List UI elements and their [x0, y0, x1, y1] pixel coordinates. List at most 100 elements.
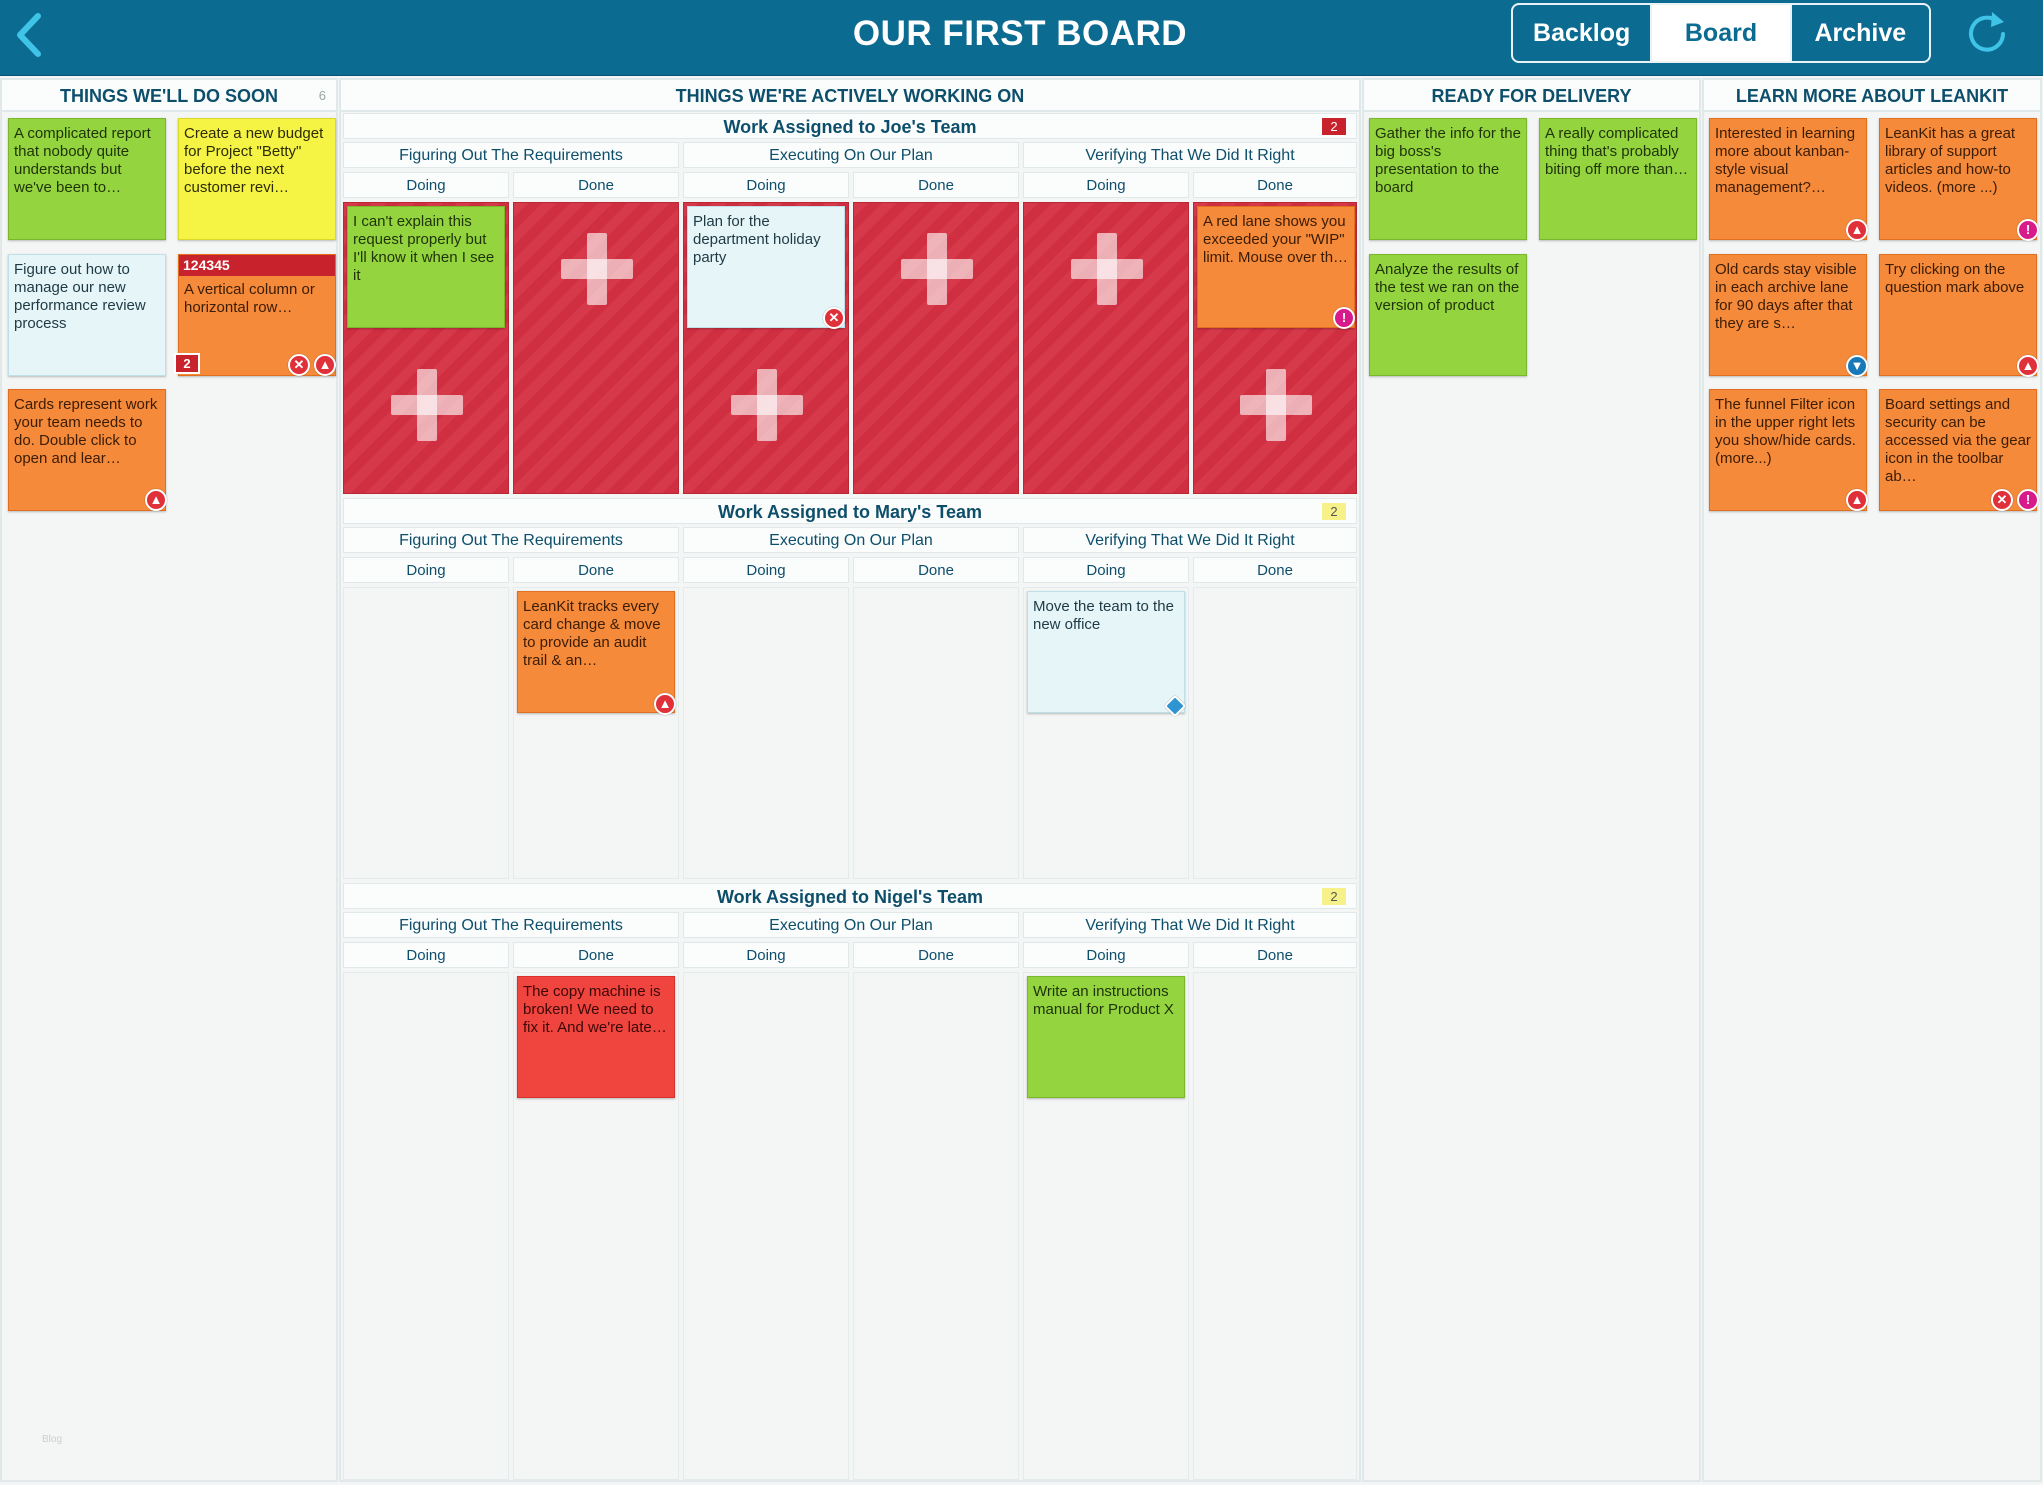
board-title: OUR FIRST BOARD: [852, 14, 1188, 53]
card-text: Analyze the results of the test we ran o…: [1375, 261, 1520, 314]
subcolumn-requirements: Figuring Out The Requirements: [343, 912, 679, 938]
lane-header-joe[interactable]: Work Assigned to Joe's Team 2: [343, 113, 1357, 139]
subcolumn-executing: Executing On Our Plan: [683, 142, 1019, 168]
add-card-button[interactable]: [901, 233, 973, 305]
priority-down-icon[interactable]: ▼: [1846, 355, 1868, 377]
card[interactable]: A red lane shows you exceeded your "WIP"…: [1197, 206, 1355, 328]
card[interactable]: Cards represent work your team needs to …: [8, 389, 166, 511]
close-icon[interactable]: ✕: [288, 354, 310, 376]
lane-cell[interactable]: [1193, 587, 1357, 879]
add-card-button[interactable]: [1240, 369, 1312, 441]
column-title: THINGS WE'LL DO SOON: [60, 86, 278, 106]
back-button[interactable]: [10, 10, 54, 60]
card-text: Gather the info for the big boss's prese…: [1375, 125, 1521, 196]
card[interactable]: Write an instructions manual for Product…: [1027, 976, 1185, 1098]
card[interactable]: Plan for the department holiday party: [687, 206, 845, 328]
column-header: THINGS WE'LL DO SOON 6: [2, 80, 336, 112]
card[interactable]: LeanKit has a great library of support a…: [1879, 118, 2037, 240]
priority-up-icon[interactable]: ▲: [314, 354, 336, 376]
card[interactable]: A complicated report that nobody quite u…: [8, 118, 166, 240]
card-text: A complicated report that nobody quite u…: [14, 125, 151, 196]
tab-backlog[interactable]: Backlog: [1533, 19, 1631, 47]
subcolumn-executing: Executing On Our Plan: [683, 527, 1019, 553]
card-text: LeanKit has a great library of support a…: [1885, 125, 2016, 196]
close-icon[interactable]: ✕: [1991, 489, 2013, 511]
card-text: A red lane shows you exceeded your "WIP"…: [1203, 213, 1349, 266]
leaf-doing: Doing: [683, 942, 849, 968]
lane-cell[interactable]: [1193, 972, 1357, 1480]
card-text: Write an instructions manual for Product…: [1033, 983, 1174, 1018]
wip-cell[interactable]: [1023, 202, 1189, 494]
card[interactable]: Try clicking on the question mark above: [1879, 254, 2037, 376]
tab-board[interactable]: Board: [1650, 5, 1790, 61]
lane-title: Work Assigned to Joe's Team: [723, 117, 977, 137]
lane-cell[interactable]: [683, 587, 849, 879]
card-text: LeanKit tracks every card change & move …: [523, 598, 661, 669]
card[interactable]: 124345 A vertical column or horizontal r…: [178, 254, 336, 376]
wip-cell[interactable]: [853, 202, 1019, 494]
tab-archive[interactable]: Archive: [1789, 5, 1929, 61]
view-switcher: Backlog Board Archive: [1511, 3, 1931, 63]
alert-icon[interactable]: !: [2017, 219, 2039, 241]
alert-icon[interactable]: !: [2017, 489, 2039, 511]
card-text: Create a new budget for Project "Betty" …: [184, 125, 324, 196]
lane-cell[interactable]: [343, 587, 509, 879]
card[interactable]: I can't explain this request properly bu…: [347, 206, 505, 328]
card[interactable]: Analyze the results of the test we ran o…: [1369, 254, 1527, 376]
add-card-button[interactable]: [561, 233, 633, 305]
column-header: READY FOR DELIVERY: [1364, 80, 1699, 112]
priority-up-icon[interactable]: ▲: [654, 693, 676, 715]
lane-cell[interactable]: [853, 972, 1019, 1480]
card-text: Old cards stay visible in each archive l…: [1715, 261, 1857, 332]
chevron-left-icon: [17, 13, 41, 57]
leaf-done: Done: [1193, 172, 1357, 198]
lane-header-nigel[interactable]: Work Assigned to Nigel's Team 2: [343, 883, 1357, 909]
subcolumn-requirements: Figuring Out The Requirements: [343, 142, 679, 168]
card[interactable]: Interested in learning more about kanban…: [1709, 118, 1867, 240]
leaf-doing: Doing: [1023, 942, 1189, 968]
card[interactable]: Board settings and security can be acces…: [1879, 389, 2037, 511]
priority-up-icon[interactable]: ▲: [145, 489, 167, 511]
leaf-done: Done: [1193, 557, 1357, 583]
priority-up-icon[interactable]: ▲: [1846, 219, 1868, 241]
wip-cell[interactable]: [513, 202, 679, 494]
add-card-button[interactable]: [1071, 233, 1143, 305]
column-active: THINGS WE'RE ACTIVELY WORKING ON Work As…: [339, 78, 1361, 1482]
leaf-done: Done: [513, 172, 679, 198]
column-learn: LEARN MORE ABOUT LEANKIT Interested in l…: [1702, 78, 2042, 1482]
leaf-done: Done: [853, 172, 1019, 198]
card-text: Board settings and security can be acces…: [1885, 396, 2031, 485]
leaf-done: Done: [853, 557, 1019, 583]
lane-title: Work Assigned to Mary's Team: [717, 502, 982, 522]
lane-cell[interactable]: [853, 587, 1019, 879]
lane-header-mary[interactable]: Work Assigned to Mary's Team 2: [343, 498, 1357, 524]
leaf-doing: Doing: [343, 557, 509, 583]
alert-icon[interactable]: !: [1333, 307, 1355, 329]
priority-up-icon[interactable]: ▲: [1846, 489, 1868, 511]
card[interactable]: The funnel Filter icon in the upper righ…: [1709, 389, 1867, 511]
card[interactable]: LeanKit tracks every card change & move …: [517, 591, 675, 713]
card[interactable]: Move the team to the new office: [1027, 591, 1185, 713]
card[interactable]: Figure out how to manage our new perform…: [8, 254, 166, 376]
leaf-done: Done: [1193, 942, 1357, 968]
card[interactable]: A really complicated thing that's probab…: [1539, 118, 1697, 240]
add-card-button[interactable]: [731, 369, 803, 441]
lane-cell[interactable]: [683, 972, 849, 1480]
add-card-button[interactable]: [391, 369, 463, 441]
wip-count-badge: 2: [1322, 118, 1346, 135]
subcolumn-verifying: Verifying That We Did It Right: [1023, 142, 1357, 168]
card-count: 6: [318, 88, 326, 103]
card-text: Try clicking on the question mark above: [1885, 261, 2025, 296]
card[interactable]: Create a new budget for Project "Betty" …: [178, 118, 336, 240]
card[interactable]: Old cards stay visible in each archive l…: [1709, 254, 1867, 376]
card[interactable]: The copy machine is broken! We need to f…: [517, 976, 675, 1098]
lane-cell[interactable]: [343, 972, 509, 1480]
leaf-doing: Doing: [1023, 557, 1189, 583]
column-title: READY FOR DELIVERY: [1431, 86, 1632, 106]
close-icon[interactable]: ✕: [823, 307, 845, 329]
refresh-button[interactable]: [1962, 8, 2012, 58]
priority-up-icon[interactable]: ▲: [2017, 355, 2039, 377]
refresh-icon: [1969, 12, 2005, 52]
card[interactable]: Gather the info for the big boss's prese…: [1369, 118, 1527, 240]
